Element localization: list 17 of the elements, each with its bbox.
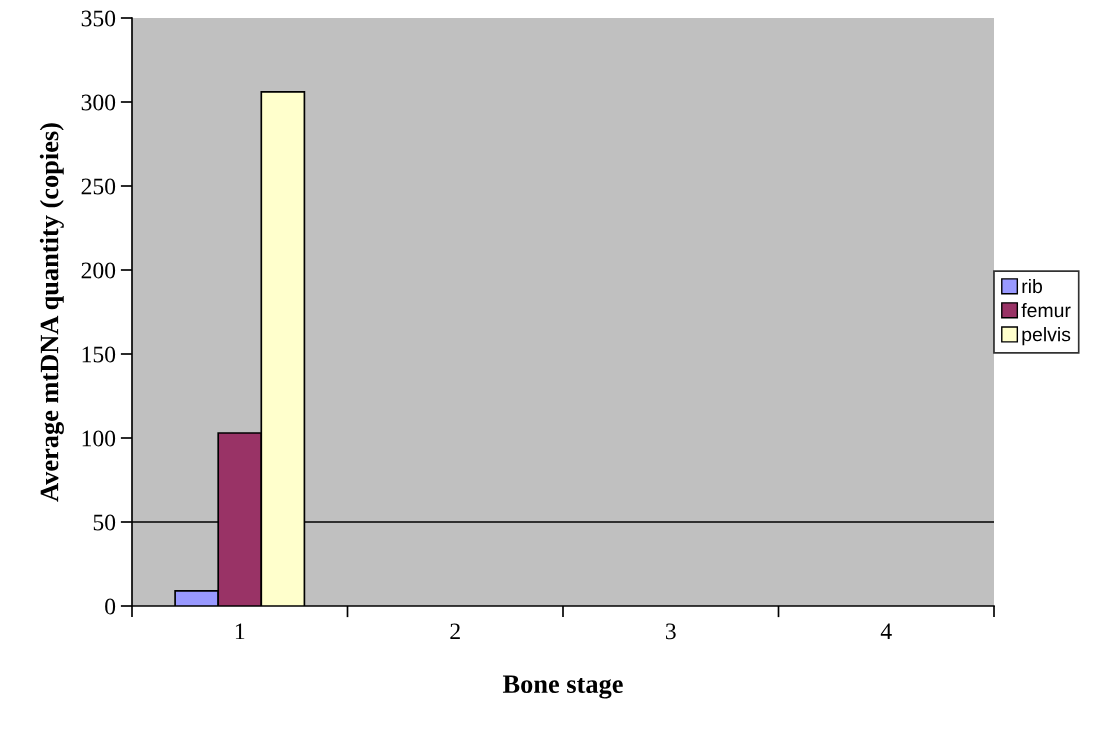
y-tick-label: 200 — [81, 262, 116, 279]
y-axis-title: Average mtDNA quantity (copies) — [39, 123, 64, 502]
legend-label: pelvis — [1022, 327, 1071, 346]
legend-label: rib — [1022, 278, 1043, 294]
y-tick-label: 300 — [81, 94, 116, 111]
x-tick-label: 2 — [450, 623, 460, 640]
x-tick-label: 3 — [665, 623, 676, 640]
y-tick-label: 100 — [82, 430, 116, 447]
x-axis-title: Bone stage — [502, 675, 623, 699]
y-tick-label: 250 — [81, 178, 116, 195]
y-tick-label: 350 — [81, 10, 116, 27]
y-tick-label: 0 — [105, 598, 116, 615]
y-tick-label: 50 — [93, 514, 116, 531]
legend-label: femur — [1021, 303, 1071, 318]
y-tick-label: 150 — [82, 346, 116, 363]
x-tick-label: 4 — [880, 623, 892, 640]
x-tick-label: 1 — [235, 623, 245, 640]
